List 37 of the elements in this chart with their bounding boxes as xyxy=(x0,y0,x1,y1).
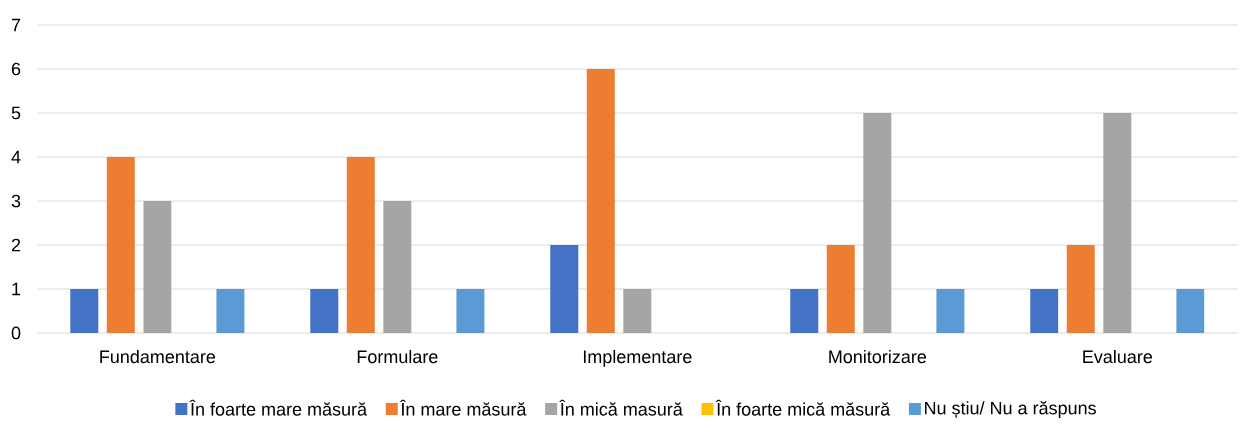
legend-label: În foarte mare măsură xyxy=(189,399,368,416)
y-tick-label: 4 xyxy=(11,150,21,164)
bar xyxy=(790,288,819,333)
bar xyxy=(106,157,135,333)
bar xyxy=(863,113,892,333)
bar xyxy=(310,288,339,333)
x-tick-label: Fundamentare xyxy=(100,349,216,364)
bar xyxy=(383,201,412,333)
y-tick-label: 6 xyxy=(11,62,21,76)
bar xyxy=(70,288,99,333)
bar xyxy=(346,157,375,333)
y-tick-label: 7 xyxy=(11,18,21,32)
bar xyxy=(1030,288,1059,333)
bar xyxy=(143,201,172,333)
y-tick-label: 2 xyxy=(11,238,21,252)
legend-label: În foarte mică măsură xyxy=(715,399,891,416)
bar xyxy=(936,288,965,333)
bar xyxy=(623,288,652,333)
bar xyxy=(1176,288,1205,333)
x-tick-label: Implementare xyxy=(583,349,692,367)
x-tick-label: Monitorizare xyxy=(829,349,927,364)
bar xyxy=(586,69,615,333)
y-tick-label: 1 xyxy=(12,282,21,296)
bar xyxy=(456,288,485,333)
y-tick-label: 0 xyxy=(11,326,21,340)
bar xyxy=(1103,113,1132,333)
bar xyxy=(1066,245,1095,333)
bar xyxy=(550,245,579,333)
y-tick-label: 5 xyxy=(11,106,21,120)
legend-label: În mare măsură xyxy=(400,399,527,416)
y-tick-label: 3 xyxy=(11,194,21,208)
legend-label: În mică masură xyxy=(559,399,683,416)
legend-label: Nu știu/ Nu a răspuns xyxy=(925,401,1096,419)
x-tick-label: Evaluare xyxy=(1083,349,1153,364)
x-tick-label: Formulare xyxy=(357,349,438,364)
bar xyxy=(216,288,245,333)
bar xyxy=(826,245,855,333)
